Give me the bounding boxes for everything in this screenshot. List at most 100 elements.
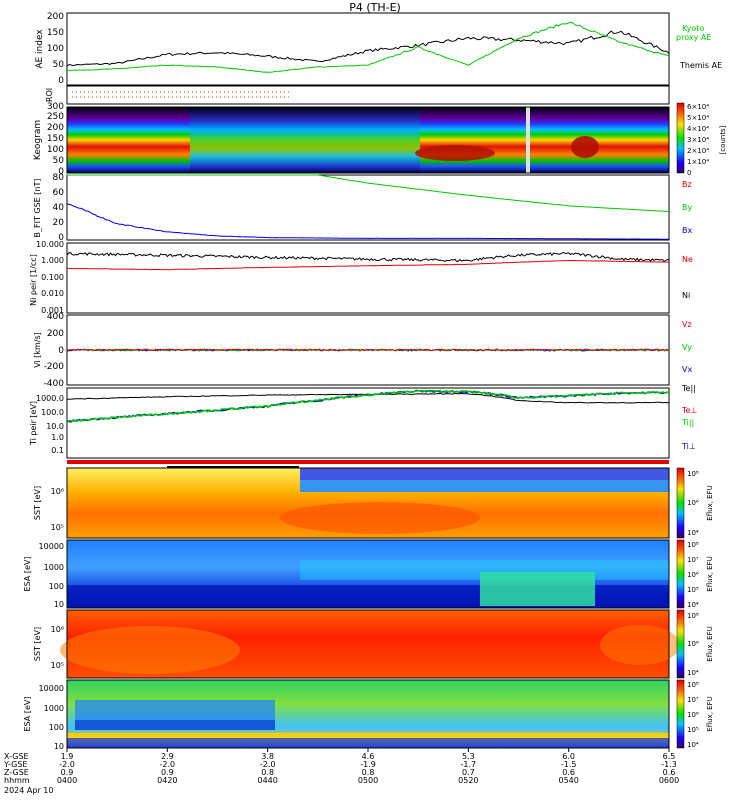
panel-ylabel: Ti peir [eV] <box>29 401 38 446</box>
y-tick-label: 10⁶ <box>51 625 64 634</box>
y-tick-label: 60 <box>53 188 65 198</box>
colorbar-unit: Eflux, EFU <box>706 556 714 591</box>
y-tick-label: 200 <box>47 12 64 22</box>
panel-esa-1: ESA [eV] 10000 1000 100 10 10⁸ 10⁷ 10⁶ 1… <box>23 539 714 609</box>
spectrogram-band <box>75 720 275 730</box>
legend-vx: Vx <box>682 365 692 374</box>
x-tick-label: 0400 <box>57 776 77 785</box>
legend-ni: Ni <box>682 291 690 300</box>
series-line-ni <box>66 251 670 263</box>
x-tick-label: 1.9 <box>61 752 74 761</box>
panel-frame <box>66 467 670 539</box>
x-tick-label: 5.3 <box>462 752 475 761</box>
x-tick-label: 3.8 <box>261 752 274 761</box>
y-tick-label: 1000 <box>44 704 64 713</box>
y-tick-label: 100 <box>47 44 64 54</box>
y-tick-label: -200 <box>44 362 65 372</box>
legend-ti-par: Ti|| <box>681 418 694 427</box>
colorbar-unit: Eflux, EFU <box>706 485 714 520</box>
y-tick-label: 300 <box>47 102 64 112</box>
y-tick-label: 250 <box>47 112 64 122</box>
x-tick-label: 0.8 <box>362 768 375 777</box>
keogram-mid <box>190 107 420 173</box>
colorbar-unit: Eflux, EFU <box>706 696 714 731</box>
panel-ylabel: Ni peir [1/cc] <box>29 254 38 306</box>
keogram-gap <box>526 107 530 173</box>
x-tick-label: 0.9 <box>61 768 74 777</box>
series-line-kyoto-proxy-ae <box>66 21 670 73</box>
y-tick-label: 0 <box>58 76 64 86</box>
y-tick-label: 150 <box>47 28 64 38</box>
y-tick-label: 10⁶ <box>51 487 64 496</box>
colorbar <box>676 539 685 609</box>
colorbar-tick: 0 <box>687 169 691 177</box>
panel-esa-2: ESA [eV] 10000 1000 100 10 10⁸ 10⁷ 10⁶ 1… <box>23 679 714 751</box>
colorbar-tick: 10⁶ <box>687 711 699 719</box>
panel-ylabel: SST [eV] <box>33 486 42 520</box>
keogram-patch <box>571 136 599 158</box>
y-tick-label: 400 <box>47 312 64 322</box>
colorbar-tick: 10⁴ <box>687 669 699 677</box>
series-line-vz <box>66 348 670 352</box>
panel-frame <box>66 85 670 105</box>
x-tick-label: 2.9 <box>161 752 174 761</box>
y-tick-label: 80 <box>53 173 65 183</box>
y-tick-label: 10 <box>54 742 64 751</box>
y-tick-label: 100 <box>49 582 64 591</box>
series-line-themis-ae <box>66 30 670 67</box>
y-tick-label: 150 <box>47 134 64 144</box>
y-tick-label: 1000 <box>44 563 64 572</box>
colorbar-tick: 10⁶ <box>687 571 699 579</box>
colorbar <box>676 609 685 679</box>
panel-b-field: B_FIT GSE [nT] 80 60 40 20 0 Bz By Bx <box>33 173 692 243</box>
y-tick-label: 50 <box>53 156 65 166</box>
spectrogram-blob <box>600 625 680 665</box>
colorbar-tick: 10⁸ <box>687 541 699 549</box>
legend-by: By <box>682 203 692 212</box>
legend-proxy-ae: proxy AE <box>676 33 711 42</box>
y-tick-label: 1.0 <box>51 433 64 442</box>
x-tick-label: 6.0 <box>562 752 575 761</box>
colorbar <box>676 467 685 539</box>
panel-frame <box>66 387 670 459</box>
x-tick-label: -1.3 <box>661 760 677 769</box>
panel-temperature: Ti peir [eV] 1000.0 100.0 10.0 1.0 0.1 T… <box>29 384 697 459</box>
y-tick-label: 0.010 <box>41 289 64 298</box>
x-tick-label: -1.9 <box>360 760 376 769</box>
spectrogram-blob <box>280 502 480 534</box>
colorbar-tick: 10⁵ <box>687 726 699 734</box>
legend-te-perp: Te⊥ <box>681 406 697 415</box>
mode-bar <box>67 460 669 464</box>
spectrogram-band <box>67 738 669 748</box>
panel-frame <box>66 242 670 314</box>
panel-sst-1: SST [eV] 10⁶ 10⁵ 10⁸ 10⁶ 10⁴ Eflux, EFU <box>33 467 714 539</box>
colorbar-tick: 10⁸ <box>687 470 699 478</box>
colorbar-tick: 1×10⁴ <box>687 158 709 166</box>
y-tick-label: 0.100 <box>41 273 64 282</box>
panel-frame <box>66 106 670 174</box>
spectrogram-band <box>300 480 669 492</box>
colorbar-tick: 10⁸ <box>687 612 699 620</box>
legend-bx: Bx <box>682 226 692 235</box>
colorbar-tick: 10⁶ <box>687 640 699 648</box>
y-tick-label: 50 <box>53 60 65 70</box>
x-tick-label: 0520 <box>458 776 478 785</box>
x-row-label: X-GSE <box>4 752 29 761</box>
panel-ylabel: AE index <box>35 29 45 69</box>
series-line-ti-par <box>66 389 670 422</box>
date-label: 2024 Apr 10 <box>4 786 53 795</box>
spectrogram-band <box>67 733 669 738</box>
colorbar-tick: 10⁷ <box>687 556 699 564</box>
y-tick-label: 10000 <box>39 542 64 551</box>
keogram-patch <box>415 145 495 161</box>
x-tick-label: 0540 <box>558 776 578 785</box>
colorbar-tick: 6×10⁴ <box>687 103 709 111</box>
x-tick-label: 6.5 <box>663 752 676 761</box>
x-row-label: Z-GSE <box>4 768 29 777</box>
y-tick-label: 200 <box>47 123 64 133</box>
panel-density: Ni peir [1/cc] 10.000 1.000 0.100 0.010 … <box>29 240 693 315</box>
legend-vy: Vy <box>682 343 692 352</box>
x-tick-label: 0420 <box>157 776 177 785</box>
x-tick-columns: 1.9-2.00.904002.9-2.00.904203.8-2.00.804… <box>57 748 679 785</box>
